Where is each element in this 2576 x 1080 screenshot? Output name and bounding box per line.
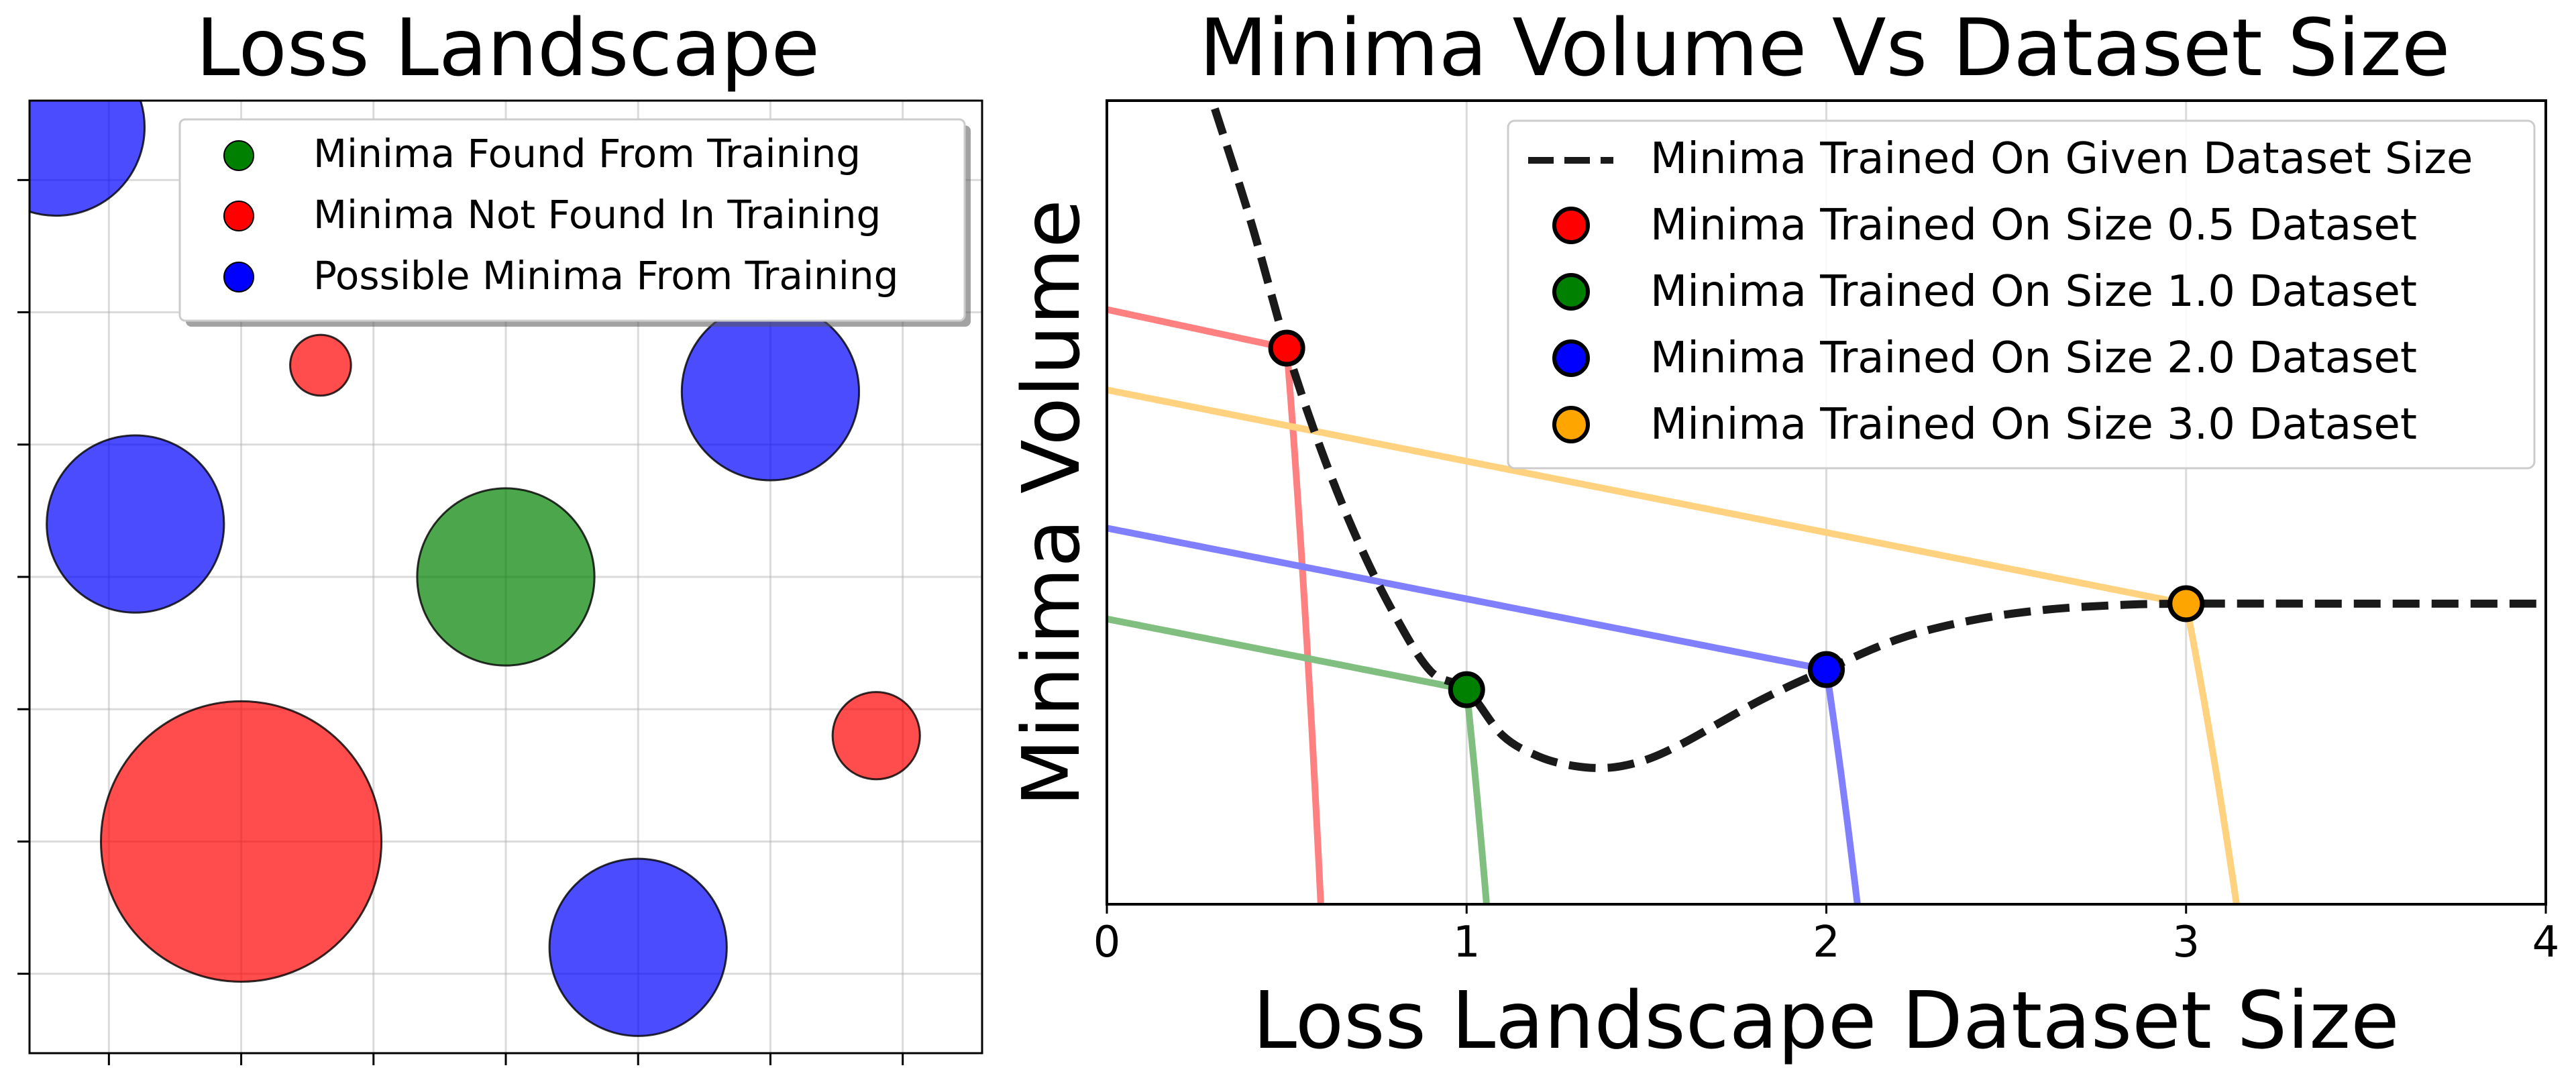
plot-frame	[28, 99, 983, 1055]
minima-circle	[99, 700, 383, 983]
legend-label: Minima Not Found In Training	[313, 192, 881, 237]
legend-box	[178, 118, 966, 322]
loss-landscape-panel: Loss Landscape Minima Found From Trainin…	[17, 1, 983, 1065]
minima-volume-line	[1107, 615, 1490, 904]
minima-circles	[30, 101, 921, 1037]
minima-circle	[289, 333, 352, 397]
legend-marker-red	[1552, 207, 1590, 244]
legend-marker-red	[223, 201, 254, 231]
dashed-curve	[1211, 107, 2546, 772]
legend-label: Minima Trained On Size 2.0 Dataset	[1650, 333, 2417, 383]
minima-point	[1268, 329, 1305, 367]
minima-circle	[30, 101, 146, 217]
minima-circle	[416, 487, 596, 667]
axis-ticks	[17, 178, 904, 1065]
x-tick-label: 1	[1453, 918, 1481, 967]
x-tick-label: 4	[2532, 918, 2560, 967]
volume-lines	[1107, 306, 2240, 904]
minima-volume-title: Minima Volume Vs Dataset Size	[1199, 1, 2451, 94]
x-axis-ticks: 0 1 2 3 4	[1093, 904, 2560, 967]
minima-circle	[680, 302, 861, 482]
legend-marker-green	[1552, 273, 1590, 311]
minima-circle	[548, 857, 728, 1037]
minima-points	[1268, 329, 2205, 708]
legend-label: Minima Found From Training	[313, 131, 861, 176]
minima-point	[1448, 671, 1485, 708]
minima-circle	[831, 691, 921, 781]
x-tick-label: 2	[1813, 918, 1840, 967]
x-tick-label: 3	[2172, 918, 2200, 967]
minima-volume-line	[1107, 306, 1324, 904]
legend: Minima Trained On Given Dataset Size Min…	[1507, 119, 2536, 470]
minima-circle	[46, 434, 225, 614]
legend-label: Possible Minima From Training	[313, 253, 899, 299]
minima-volume-panel: Minima Volume Vs Dataset Size 0 1 2 3 4 Loss…	[1005, 1, 2559, 1067]
legend-label: Minima Trained On Given Dataset Size	[1650, 134, 2473, 184]
legend-label: Minima Trained On Size 1.0 Dataset	[1650, 267, 2417, 317]
legend-marker-orange	[1552, 406, 1590, 443]
minima-volume-line	[1107, 386, 2240, 904]
minima-volume-line	[1107, 525, 1861, 904]
legend-box	[1507, 119, 2536, 470]
loss-landscape-title: Loss Landscape	[196, 1, 820, 94]
x-tick-label: 0	[1093, 918, 1121, 967]
legend-label: Minima Trained On Size 0.5 Dataset	[1650, 201, 2417, 250]
legend: Minima Found From Training Minima Not Fo…	[178, 118, 971, 327]
legend-marker-blue	[1552, 339, 1590, 377]
x-axis-label: Loss Landscape Dataset Size	[1252, 974, 2400, 1067]
legend-marker-green	[223, 140, 254, 171]
dashed-curve-line	[1211, 107, 2546, 772]
legend-marker-blue	[223, 262, 254, 292]
legend-label: Minima Trained On Size 3.0 Dataset	[1650, 400, 2417, 449]
minima-point	[1808, 651, 1845, 688]
y-axis-label: Minima Volume	[1005, 199, 1097, 807]
minima-point	[2167, 585, 2205, 623]
